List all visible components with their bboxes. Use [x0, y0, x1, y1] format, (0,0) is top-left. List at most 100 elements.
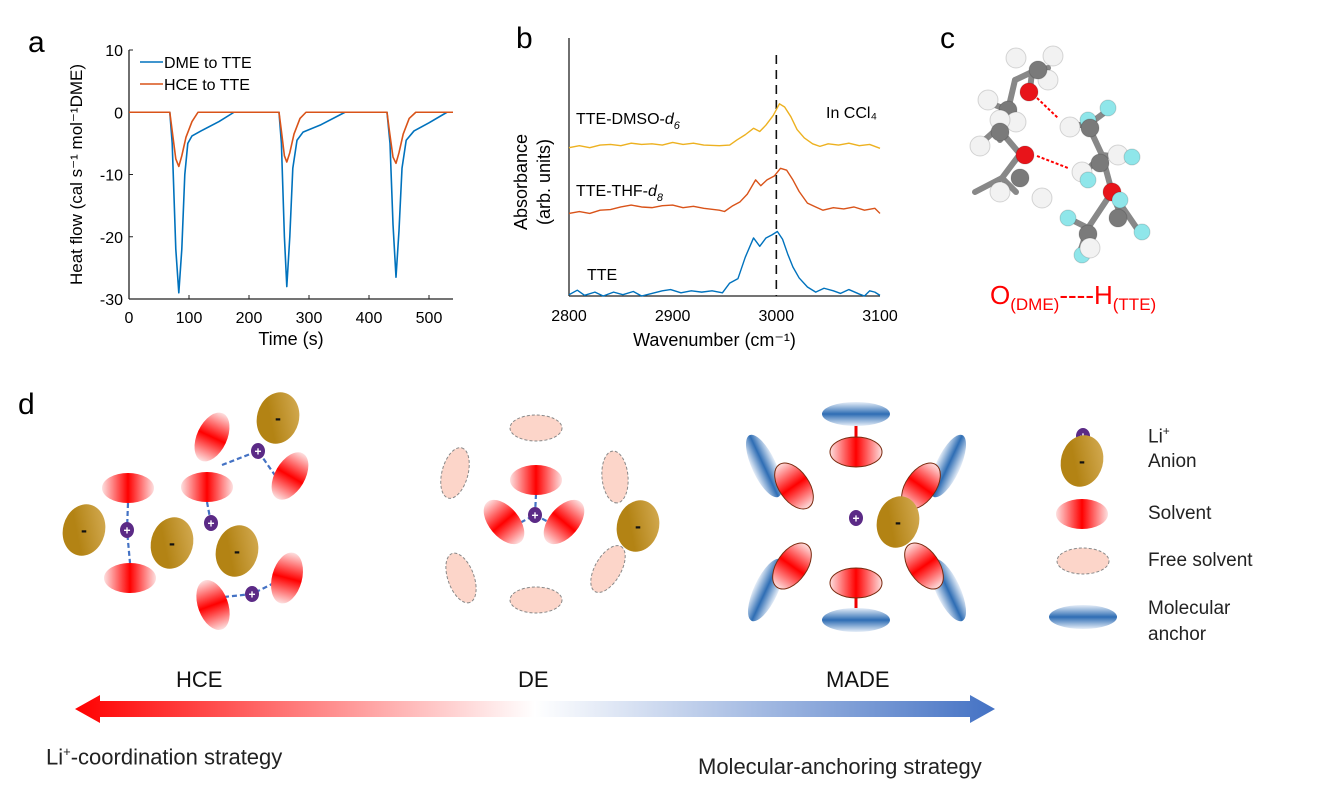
hydrogen-atom [989, 181, 1011, 203]
fluorine-atom [1059, 209, 1077, 227]
regime-label-made: MADE [826, 667, 890, 692]
oxygen-label: O [990, 280, 1011, 310]
solvent-molecule [1056, 499, 1108, 529]
legend-anchor-line2: anchor [1148, 624, 1207, 645]
x-tick-label: 3000 [759, 308, 795, 325]
molecular-anchoring-strategy-label: Molecular-anchoring strategy [698, 754, 982, 779]
spectrum-label-1: TTE-THF-d8 [576, 183, 664, 204]
strategy-text: -coordination strategy [70, 744, 283, 770]
ir-spectrum-chart: 2800 2900 3000 3100 Wavenumber (cm⁻¹) Absorba… [511, 38, 898, 350]
legend-solvent-label: Solvent [1148, 503, 1212, 524]
anion-charge: - [81, 520, 87, 540]
li-ion-charge: + [852, 512, 859, 526]
anion [215, 525, 259, 577]
x-tick-label: 400 [356, 310, 383, 327]
panel-label-a: a [28, 26, 45, 59]
y-axis-label: Heat flow (cal s⁻¹ mol⁻¹DME) [67, 64, 86, 285]
x-tick-label: 500 [416, 310, 443, 327]
bond [972, 175, 1005, 195]
carbon-atom [1010, 168, 1030, 188]
anion [616, 500, 660, 552]
y-tick-label: -20 [100, 230, 123, 247]
solvent-molecule [543, 499, 585, 545]
legend-label-0: DME to TTE [164, 55, 252, 72]
legend-anion-label: Anion [1148, 451, 1197, 472]
anion-charge: - [234, 541, 240, 561]
spectrum-label-0: TTE-DMSO-d6 [576, 111, 681, 132]
fluorine-atom [1111, 191, 1129, 209]
series-line-1 [129, 111, 453, 168]
legend-li-text: Li [1148, 426, 1163, 448]
li-ion-charge: + [531, 509, 538, 523]
free-solvent-molecule [445, 552, 477, 604]
hydrogen-atom [1059, 116, 1081, 138]
molecular-anchor [822, 608, 890, 632]
solvent-molecule [829, 436, 883, 468]
bond [999, 175, 1019, 195]
x-tick-label: 2900 [655, 308, 691, 325]
y-axis-label-line1: Absorbance [511, 134, 531, 230]
carbon-atom [1080, 118, 1100, 138]
solvent-molecule [483, 499, 525, 545]
hydrogen-atom [977, 89, 999, 111]
y-axis-label-line2: (arb. units) [534, 139, 554, 225]
legend-anchor-line1: Molecular [1148, 598, 1231, 619]
li-ion [120, 522, 134, 538]
legend-anchor-label: Molecular anchor [1148, 596, 1230, 648]
free-solvent-molecule [509, 414, 563, 442]
anion-charge: - [895, 512, 901, 532]
anion-charge: - [1079, 451, 1085, 471]
x-axis-label: Wavenumber (cm⁻¹) [633, 330, 796, 350]
anion [876, 496, 920, 548]
solvent-annotation: In CCl₄ [826, 105, 877, 122]
legend-free-solvent-label: Free solvent [1148, 550, 1253, 571]
solvent-molecule [271, 452, 309, 500]
y-tick-label: -10 [100, 168, 123, 185]
regime-label-hce: HCE [176, 667, 223, 692]
x-tick-label: 2800 [551, 308, 587, 325]
free-solvent-molecule [590, 545, 626, 593]
anion [256, 392, 300, 444]
hydrogen-atom [1005, 47, 1027, 69]
solvent-molecule [181, 472, 233, 502]
fluorine-atom [1123, 148, 1141, 166]
hydrogen-bond-label: O(DME)----H(TTE) [990, 280, 1156, 315]
free-solvent-molecule [601, 450, 629, 504]
spectrum-line-2 [568, 230, 881, 297]
x-tick-label: 300 [296, 310, 323, 327]
x-tick-label: 3100 [862, 308, 898, 325]
li-ion [849, 510, 863, 526]
legend-label-1: HCE to TTE [164, 77, 250, 94]
spectrum-line-1 [568, 167, 881, 215]
regime-label-de: DE [518, 667, 549, 692]
hydrogen-bond-line [1036, 155, 1069, 169]
spectrum-line-0 [568, 103, 881, 149]
y-tick-label: 0 [114, 105, 123, 122]
oxygen-atom [1019, 82, 1039, 102]
hydrogen-subscript: (TTE) [1112, 295, 1157, 315]
anion [62, 504, 106, 556]
coordination-bond [221, 449, 280, 482]
li-ion-charge: + [254, 445, 261, 459]
hydrogen-label: ----H [1059, 280, 1113, 310]
series-line-0 [129, 111, 453, 294]
solvent-molecule [510, 465, 562, 495]
strategy-double-arrow [75, 695, 995, 723]
solvent-molecule [196, 580, 230, 630]
free-solvent-molecule [509, 586, 563, 614]
x-tick-label: 0 [125, 310, 134, 327]
legend-li-label: Li+ [1148, 424, 1170, 448]
li-ion-charge: + [207, 517, 214, 531]
hydrogen-atom [1031, 187, 1053, 209]
y-tick-label: 10 [105, 43, 123, 60]
fluorine-atom [1099, 99, 1117, 117]
free-solvent-molecule [1056, 547, 1110, 575]
spectrum-label-2: TTE [587, 267, 617, 284]
molecular-anchor [1049, 605, 1117, 629]
hydrogen-atom [1042, 45, 1064, 67]
solvent-molecule [104, 563, 156, 593]
anion [1060, 435, 1104, 487]
free-solvent-molecule [440, 447, 470, 499]
x-tick-label: 200 [236, 310, 263, 327]
molecular-anchor [745, 434, 783, 498]
